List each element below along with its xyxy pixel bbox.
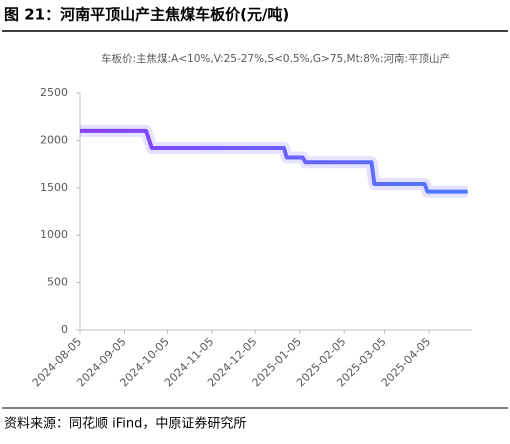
legend-label: 车板价:主焦煤:A<10%,V:25-27%,S<0.5%,G>75,Mt:8%… — [101, 52, 450, 65]
y-tick-label: 2500 — [40, 86, 68, 99]
y-tick-label: 1000 — [40, 228, 68, 241]
line — [80, 128, 468, 194]
source: 资料来源：同花顺 iFind，中原证券研究所 — [4, 416, 246, 432]
y-tick-label: 1500 — [40, 181, 68, 194]
y-tick-label: 2000 — [40, 133, 68, 146]
y-tick-label: 500 — [47, 276, 68, 289]
chart-title: 图 21：河南平顶山产主焦煤车板价(元/吨) — [4, 6, 289, 24]
y-tick-label: 0 — [61, 323, 68, 336]
